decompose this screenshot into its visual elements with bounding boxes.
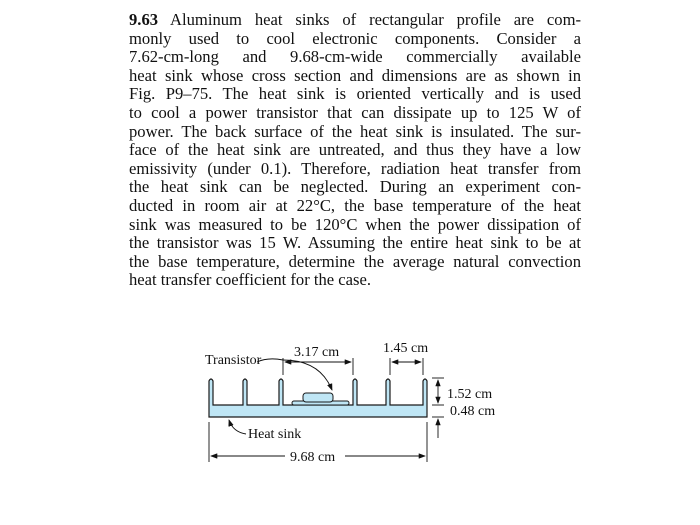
problem-line: heat sink whose cross section and dimens… bbox=[129, 65, 581, 85]
problem-line: 9.63 Aluminum heat sinks of rectangular … bbox=[129, 10, 582, 29]
dimension-lines bbox=[208, 358, 444, 462]
dimension-1-52: 1.52 cm bbox=[447, 387, 492, 402]
problem-number: 9.63 bbox=[129, 10, 159, 29]
problem-line: emissivity (under 0.1). Therefore, radia… bbox=[129, 158, 581, 178]
problem-line: face of the heat sink are untreated, and… bbox=[129, 140, 581, 160]
problem-line: sink was measured to be 120°C when the p… bbox=[129, 214, 581, 234]
problem-line: Fig. P9–75. The heat sink is oriented ve… bbox=[129, 84, 581, 104]
problem-line: power. The back surface of the heat sink… bbox=[129, 121, 581, 141]
transistor-body bbox=[302, 392, 334, 403]
problem-line: to cool a power transistor that can diss… bbox=[129, 102, 581, 122]
heat-sink-body bbox=[208, 378, 428, 418]
problem-line: the transistor was 15 W. Assuming the en… bbox=[129, 233, 581, 253]
problem-line: heat transfer coefficient for the case. bbox=[129, 270, 372, 290]
problem-line: 7.62-cm-long and 9.68-cm-wide commercial… bbox=[129, 47, 581, 67]
problem-line: the base temperature, determine the aver… bbox=[129, 251, 581, 271]
problem-line: ducted in room air at 22°C, the base tem… bbox=[129, 195, 581, 215]
dimension-9-68: 9.68 cm bbox=[290, 450, 335, 465]
transistor-label: Transistor bbox=[205, 353, 262, 368]
problem-line: monly used to cool electronic components… bbox=[129, 28, 581, 48]
heat-sink-label: Heat sink bbox=[248, 427, 301, 442]
dimension-1-45: 1.45 cm bbox=[383, 341, 428, 356]
dimension-0-48: 0.48 cm bbox=[450, 404, 495, 419]
dimension-3-17: 3.17 cm bbox=[294, 345, 339, 360]
problem-line: the heat sink can be neglected. During a… bbox=[129, 177, 581, 197]
problem-text: 9.63 Aluminum heat sinks of rectangular … bbox=[129, 10, 582, 290]
